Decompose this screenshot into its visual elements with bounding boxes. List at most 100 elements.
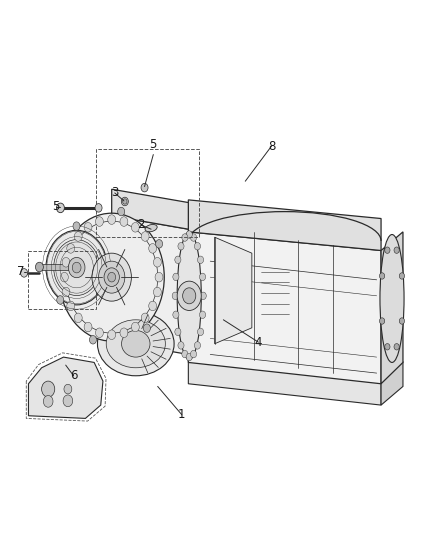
Ellipse shape xyxy=(199,273,205,280)
Ellipse shape xyxy=(198,256,204,263)
Ellipse shape xyxy=(131,222,139,232)
Bar xyxy=(96,149,199,237)
Ellipse shape xyxy=(89,335,96,344)
Ellipse shape xyxy=(57,296,64,304)
Ellipse shape xyxy=(177,232,201,360)
Ellipse shape xyxy=(394,344,399,350)
Ellipse shape xyxy=(153,287,161,297)
Polygon shape xyxy=(112,189,188,229)
Ellipse shape xyxy=(120,328,128,337)
Text: 3: 3 xyxy=(111,187,118,199)
Ellipse shape xyxy=(63,395,73,407)
Ellipse shape xyxy=(385,344,390,350)
Ellipse shape xyxy=(178,243,184,250)
Ellipse shape xyxy=(399,318,405,324)
Ellipse shape xyxy=(64,384,72,394)
Ellipse shape xyxy=(191,234,197,241)
Ellipse shape xyxy=(175,256,181,263)
Ellipse shape xyxy=(35,262,43,272)
Ellipse shape xyxy=(59,213,164,341)
Text: 6: 6 xyxy=(70,369,78,382)
Ellipse shape xyxy=(104,268,119,287)
Ellipse shape xyxy=(21,269,28,277)
Ellipse shape xyxy=(106,320,166,368)
Ellipse shape xyxy=(200,292,206,300)
Ellipse shape xyxy=(131,322,139,332)
Text: 1: 1 xyxy=(178,408,186,421)
Ellipse shape xyxy=(84,322,92,332)
Ellipse shape xyxy=(42,381,55,397)
Ellipse shape xyxy=(95,217,103,227)
Ellipse shape xyxy=(173,311,179,319)
Polygon shape xyxy=(188,200,381,251)
Ellipse shape xyxy=(108,215,116,224)
Text: 5: 5 xyxy=(52,200,59,213)
Ellipse shape xyxy=(385,247,390,253)
Ellipse shape xyxy=(186,231,192,238)
Polygon shape xyxy=(188,360,381,405)
Ellipse shape xyxy=(118,207,125,216)
Ellipse shape xyxy=(60,272,68,282)
Polygon shape xyxy=(381,361,403,405)
Ellipse shape xyxy=(73,222,80,230)
Ellipse shape xyxy=(99,261,125,293)
Ellipse shape xyxy=(53,239,99,295)
Ellipse shape xyxy=(145,224,157,232)
Ellipse shape xyxy=(186,353,192,361)
Ellipse shape xyxy=(380,235,404,362)
Ellipse shape xyxy=(121,330,150,357)
Ellipse shape xyxy=(198,328,204,336)
Ellipse shape xyxy=(141,313,149,322)
Polygon shape xyxy=(28,357,103,418)
Ellipse shape xyxy=(172,292,178,300)
Ellipse shape xyxy=(67,244,74,253)
Ellipse shape xyxy=(177,281,201,310)
Ellipse shape xyxy=(74,232,82,241)
Ellipse shape xyxy=(379,318,385,324)
Ellipse shape xyxy=(67,301,74,311)
Bar xyxy=(28,251,96,309)
Ellipse shape xyxy=(108,272,116,282)
Ellipse shape xyxy=(194,243,201,250)
Polygon shape xyxy=(112,216,188,354)
Ellipse shape xyxy=(108,330,116,340)
Polygon shape xyxy=(188,232,381,384)
Ellipse shape xyxy=(62,287,70,297)
Text: 5: 5 xyxy=(150,139,157,151)
Ellipse shape xyxy=(194,342,201,349)
Text: 4: 4 xyxy=(254,336,262,349)
Ellipse shape xyxy=(92,253,131,301)
Ellipse shape xyxy=(72,262,81,273)
Ellipse shape xyxy=(155,272,163,282)
Ellipse shape xyxy=(141,183,148,192)
Bar xyxy=(39,264,79,270)
Ellipse shape xyxy=(46,230,107,305)
Polygon shape xyxy=(381,232,403,384)
Ellipse shape xyxy=(121,197,128,206)
Ellipse shape xyxy=(95,204,102,212)
Ellipse shape xyxy=(379,273,385,279)
Ellipse shape xyxy=(182,234,188,241)
Ellipse shape xyxy=(173,273,179,280)
Ellipse shape xyxy=(191,350,197,358)
Ellipse shape xyxy=(182,350,188,358)
Ellipse shape xyxy=(199,311,205,319)
Ellipse shape xyxy=(97,312,174,376)
Ellipse shape xyxy=(175,328,181,336)
Ellipse shape xyxy=(62,257,70,267)
Text: 8: 8 xyxy=(268,140,275,152)
Ellipse shape xyxy=(149,301,157,311)
Ellipse shape xyxy=(84,222,92,232)
Ellipse shape xyxy=(95,328,103,337)
Ellipse shape xyxy=(143,324,150,333)
Text: 7: 7 xyxy=(17,265,25,278)
Text: 2: 2 xyxy=(137,219,145,231)
Ellipse shape xyxy=(120,217,128,227)
Ellipse shape xyxy=(178,342,184,349)
Ellipse shape xyxy=(149,244,157,253)
Ellipse shape xyxy=(183,288,196,304)
Ellipse shape xyxy=(155,240,162,248)
Ellipse shape xyxy=(153,257,161,267)
Polygon shape xyxy=(215,237,252,344)
Ellipse shape xyxy=(68,257,85,278)
